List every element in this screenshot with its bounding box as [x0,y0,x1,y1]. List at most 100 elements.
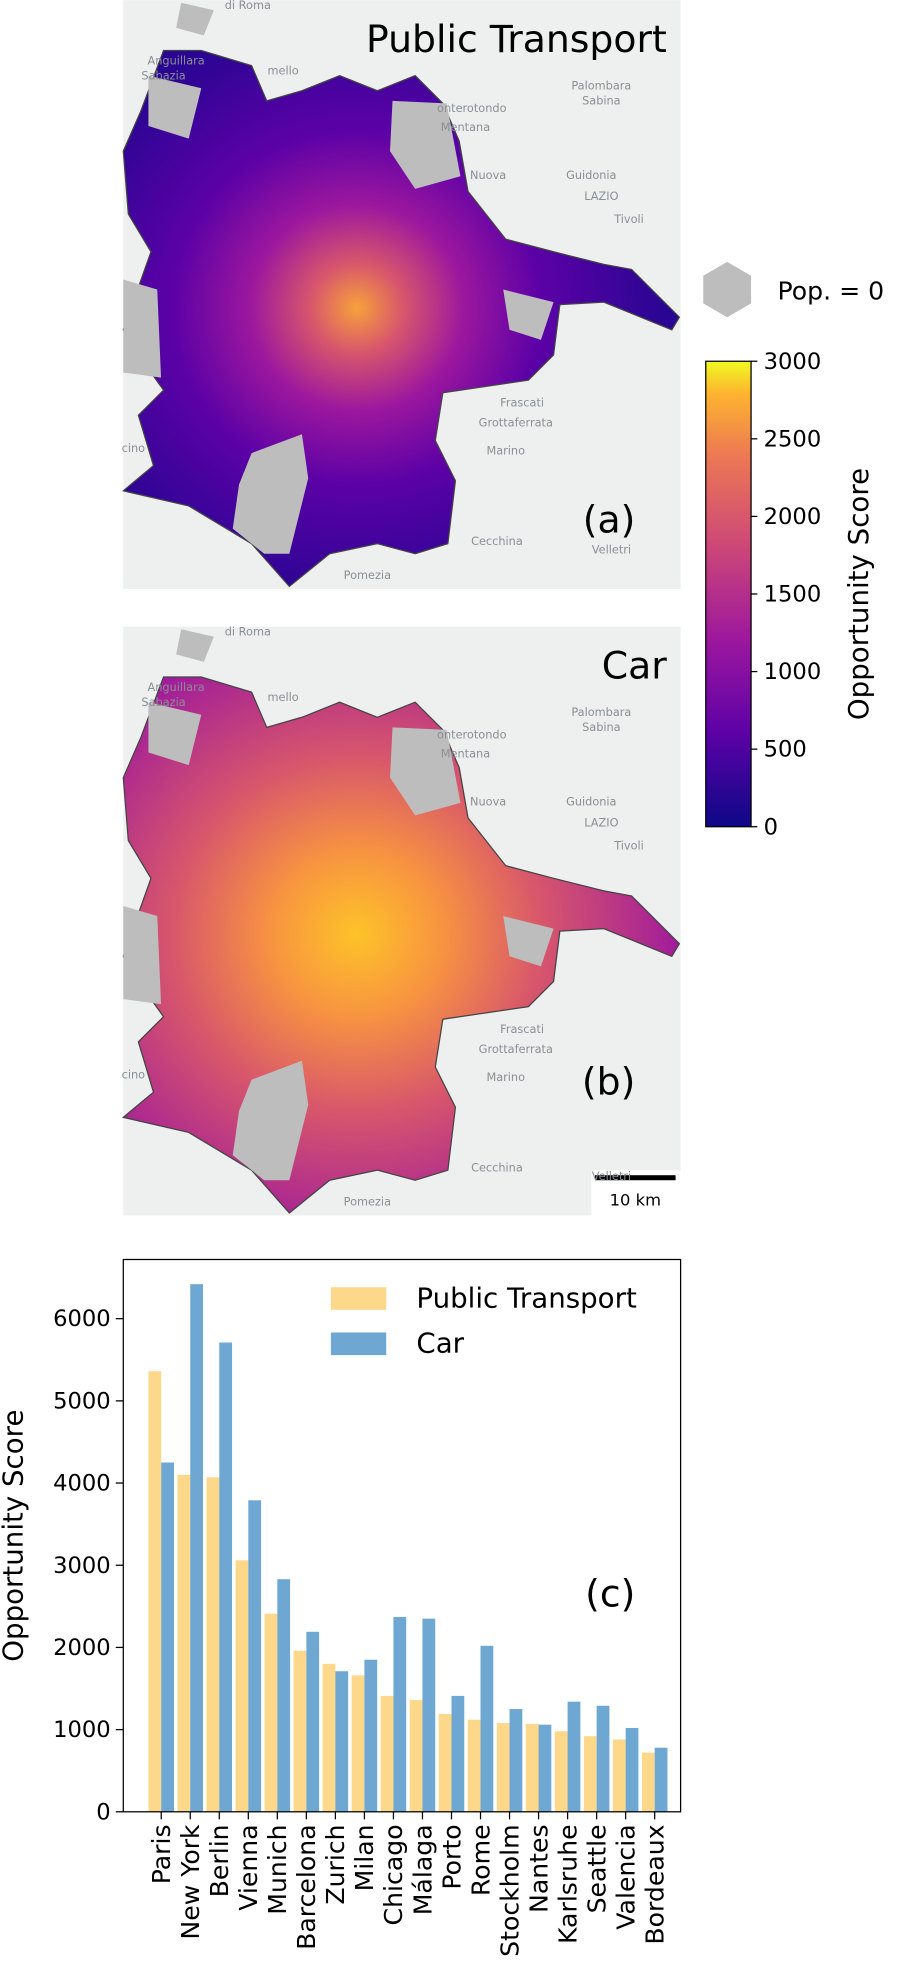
place-label: Sabazia [141,695,185,709]
pop-zero-swatch [703,261,752,318]
place-label: onterotondo [437,101,507,115]
place-label: mello [267,63,298,77]
y-tick-label: 0 [96,1799,110,1825]
place-label: Anguillara [148,680,205,694]
place-label: cino [122,1067,146,1081]
bar [177,1474,191,1812]
place-label: Anguillara [148,53,205,67]
x-tick-label: Porto [437,1824,466,1889]
bar [438,1713,452,1812]
place-label: Velletri [592,543,631,557]
x-tick-label: Málaga [408,1824,437,1915]
bar [583,1736,597,1812]
x-tick-label: Karlsruhe [553,1824,582,1944]
x-tick-label: Valencia [611,1824,640,1929]
x-tick-label: Chicago [379,1824,408,1925]
scale-bar-label: 10 km [610,1190,661,1209]
pop-zero-areas [123,2,554,554]
bar [654,1747,668,1812]
place-label: Velletri [592,1169,631,1183]
x-tick-label: Zurich [321,1824,350,1904]
place-label: LAZIO [584,189,618,203]
legend-label: Car [416,1327,464,1360]
place-label: Mentana [441,120,490,134]
place-label: Cecchina [471,1160,523,1174]
y-tick-label: 2000 [53,1635,111,1661]
place-label: Pomezia [344,1194,391,1208]
bar [219,1342,233,1812]
bar [612,1739,626,1812]
colorbar-label: Opportunity Score [842,468,875,720]
place-label: Tivoli [613,212,644,226]
bar [467,1719,481,1812]
place-label: Palombara [571,705,631,719]
bar [264,1613,278,1812]
colorbar-tick-label: 1500 [764,582,822,608]
x-tick-label: Seattle [582,1824,611,1913]
bar [364,1659,378,1812]
place-label: di Roma [225,625,271,639]
colorbar [705,360,752,828]
bar [248,1500,262,1812]
bar [409,1700,423,1812]
bar [480,1645,494,1812]
y-axis-label: Opportunity Score [0,1410,30,1662]
place-label: Grottaferrata [479,1042,553,1056]
place-label: onterotondo [437,728,507,742]
bar [393,1617,407,1812]
map-tag: (a) [583,497,636,541]
x-tick-label: Munich [263,1824,292,1914]
legend-label: Public Transport [416,1281,637,1314]
colorbar-tick-label: 0 [764,814,778,840]
bar [554,1731,568,1812]
bar [351,1675,365,1812]
place-label: mello [267,690,298,704]
colorbar-tick-label: 2000 [764,504,822,530]
bar [567,1701,581,1812]
bar [306,1631,320,1812]
place-label: Palombara [571,79,631,93]
place-label: Mentana [441,747,490,761]
place-label: Sabazia [141,68,185,82]
place-label: Guidonia [566,794,616,808]
bar [322,1663,336,1812]
bar [380,1695,394,1812]
y-tick-label: 4000 [53,1471,111,1497]
chart-tag: (c) [585,1572,635,1616]
bar [293,1650,307,1812]
legend-swatch [330,1332,387,1356]
colorbar-tick-label: 2500 [764,426,822,452]
place-label: Grottaferrata [479,416,553,430]
place-label: Marino [486,1070,525,1084]
place-label: Sabina [582,720,621,734]
bar [509,1709,523,1812]
bar [625,1727,639,1812]
bar [525,1723,539,1812]
bar [335,1671,349,1812]
x-tick-label: New York [176,1824,205,1940]
pop-zero-areas [123,629,554,1181]
colorbar-tick-label: 500 [764,737,807,763]
pop-zero-label: Pop. = 0 [777,277,884,306]
place-label: LAZIO [584,816,618,830]
y-tick-label: 6000 [53,1306,111,1332]
bar [422,1618,436,1812]
place-label: Sabina [582,94,621,108]
map-title: Public Transport [366,17,667,61]
bar [206,1477,220,1812]
bar [641,1752,655,1812]
scale-bar [595,1175,676,1181]
bar [277,1579,291,1812]
place-label: cino [122,441,146,455]
place-label: Guidonia [566,168,616,182]
x-tick-label: Vienna [234,1824,263,1910]
legend-swatch [330,1287,387,1310]
place-label: Nuova [470,168,506,182]
x-tick-label: Paris [147,1824,176,1884]
bar [235,1560,249,1812]
x-tick-label: Stockholm [495,1824,524,1956]
plot-frame [122,1258,682,1813]
place-label: Marino [486,443,525,457]
